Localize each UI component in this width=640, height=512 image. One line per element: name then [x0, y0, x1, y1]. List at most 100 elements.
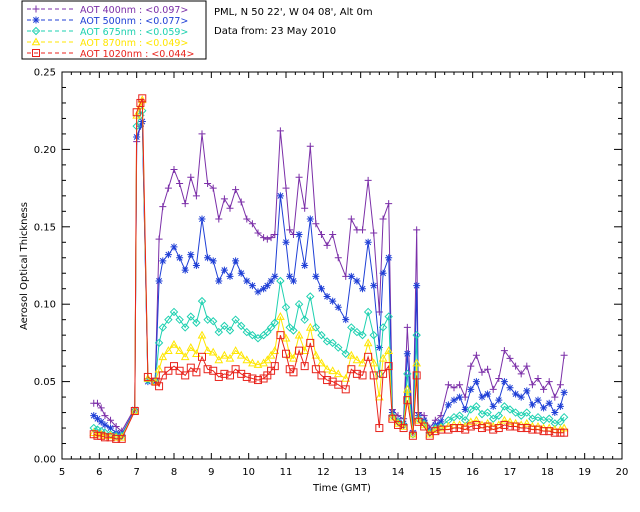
data-point [267, 234, 275, 242]
data-point [237, 269, 245, 277]
data-point [155, 277, 163, 285]
data-point [467, 385, 475, 393]
data-point [186, 343, 196, 351]
data-point [385, 254, 393, 262]
data-point [472, 402, 481, 411]
data-point [236, 350, 246, 359]
data-point [511, 408, 520, 417]
data-point [455, 411, 464, 420]
data-point [243, 277, 251, 285]
series-5 [89, 94, 569, 443]
data-point [311, 365, 320, 374]
data-point [560, 351, 568, 359]
data-point [317, 358, 326, 367]
data-point [444, 401, 452, 409]
data-point [305, 322, 315, 331]
legend-marker [32, 49, 40, 57]
data-point [369, 371, 378, 380]
data-point [489, 402, 497, 410]
data-point [516, 411, 526, 420]
data-point [209, 366, 218, 375]
data-point [276, 276, 285, 286]
data-point [317, 371, 326, 380]
data-point [93, 399, 101, 407]
data-point [158, 323, 168, 332]
x-axis-title: Time (GMT) [312, 483, 371, 494]
data-point [385, 200, 393, 208]
y-tick-label: 0.00 [34, 455, 56, 466]
data-point [101, 421, 109, 429]
data-point [282, 238, 290, 246]
data-point [204, 179, 212, 187]
data-point [388, 412, 397, 421]
x-tick-label: 20 [616, 467, 629, 478]
data-point [155, 235, 163, 243]
data-point [159, 257, 167, 265]
data-point [403, 369, 412, 379]
data-point [512, 390, 520, 398]
data-point [322, 337, 332, 346]
data-point [260, 234, 268, 242]
data-point [100, 433, 109, 442]
data-point [158, 352, 168, 361]
data-point [175, 315, 184, 324]
data-point [225, 353, 235, 362]
data-point [187, 251, 195, 259]
data-point [402, 384, 412, 393]
data-point [369, 330, 378, 340]
y-tick-label: 0.15 [34, 222, 56, 233]
data-point [545, 427, 554, 436]
data-point [248, 330, 257, 340]
data-point [478, 368, 486, 376]
data-point [248, 282, 256, 290]
data-point [253, 360, 263, 368]
y-tick-label: 0.10 [34, 300, 56, 311]
data-point [523, 362, 531, 370]
data-point [97, 418, 105, 426]
data-point [164, 366, 173, 375]
data-point [260, 285, 268, 293]
data-point [285, 350, 295, 359]
data-point [500, 347, 508, 355]
data-point [412, 371, 421, 380]
data-point [158, 371, 167, 380]
data-point [276, 127, 284, 135]
x-tick-label: 6 [96, 467, 102, 478]
data-point [181, 200, 189, 208]
data-point [556, 402, 564, 410]
data-point [138, 94, 147, 103]
data-point [560, 388, 568, 396]
data-point [289, 353, 298, 362]
data-point [551, 393, 559, 401]
data-point [295, 173, 303, 181]
data-point [209, 184, 217, 192]
data-point [414, 417, 423, 426]
data-point [164, 184, 172, 192]
series-line [93, 121, 565, 432]
series-layer [89, 94, 569, 443]
data-point [132, 108, 141, 117]
data-point [170, 166, 178, 174]
x-tick-label: 9 [208, 467, 214, 478]
data-point [408, 429, 418, 438]
data-point [192, 318, 201, 327]
data-point [534, 425, 542, 434]
data-point [266, 323, 276, 332]
data-point [231, 346, 240, 354]
data-point [289, 368, 298, 377]
data-point [203, 365, 212, 374]
data-point [263, 235, 271, 243]
data-point [334, 343, 343, 352]
data-point [164, 251, 172, 259]
data-point [358, 358, 367, 367]
data-point [232, 186, 240, 194]
data-point [539, 427, 548, 436]
series-line [93, 98, 565, 440]
data-point [412, 358, 422, 367]
data-point [306, 292, 315, 301]
data-point [517, 424, 526, 433]
data-point [506, 384, 514, 392]
x-tick-label: 10 [242, 467, 255, 478]
data-point [328, 338, 337, 348]
